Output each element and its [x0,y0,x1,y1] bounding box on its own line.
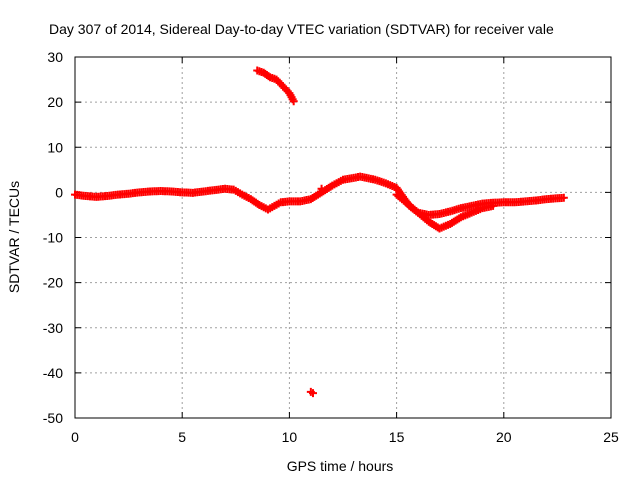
y-tick-label: 10 [47,139,63,155]
chart-title: Day 307 of 2014, Sidereal Day-to-day VTE… [49,21,554,37]
data-point [317,184,326,193]
series-sdtvar-lower-branch [392,190,498,233]
data-marks [71,66,568,398]
y-tick-label: 30 [47,49,63,65]
y-tick-label: -40 [43,365,63,381]
x-tick-label: 15 [389,429,405,445]
series-sdtvar-upper-segment [253,66,298,106]
data-point [489,201,498,210]
y-tick-label: -50 [43,410,63,426]
grid [75,57,611,418]
y-tick-label: -30 [43,320,63,336]
y-tick-label: -10 [43,230,63,246]
x-tick-label: 10 [282,429,298,445]
y-tick-label: 0 [55,184,63,200]
data-point [289,97,298,106]
data-point [308,389,317,398]
x-axis-label: GPS time / hours [287,458,394,474]
y-axis-label: SDTVAR / TECUs [6,181,22,293]
x-tick-label: 0 [71,429,79,445]
series-sdtvar-main-trace [71,172,568,219]
x-tick-label: 5 [178,429,186,445]
y-tick-label: -20 [43,275,63,291]
x-tick-label: 25 [603,429,619,445]
axis-ticks: 0 5 10 15 20 25 30 20 10 0 -10 -20 -30 -40 -50 [43,49,619,445]
x-tick-label: 20 [496,429,512,445]
y-tick-label: 20 [47,94,63,110]
series-sdtvar-isolated-points [306,184,326,398]
data-point [559,193,568,202]
